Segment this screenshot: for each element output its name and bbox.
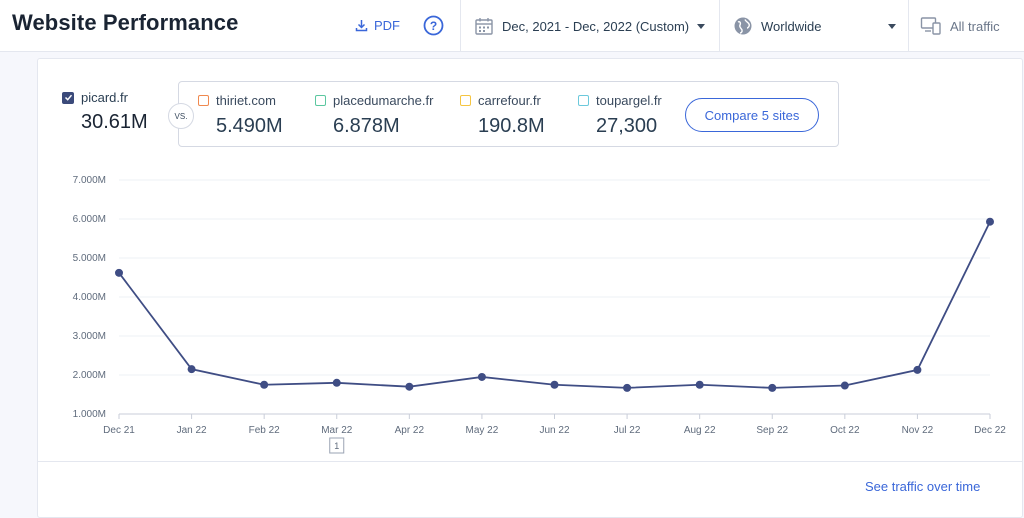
pdf-label: PDF	[374, 17, 400, 33]
x-tick-label: Jul 22	[614, 425, 641, 436]
y-tick-label: 4.000M	[73, 292, 106, 303]
x-tick-label: Oct 22	[830, 425, 860, 436]
competitor-value: 6.878M	[333, 115, 400, 137]
chevron-down-icon	[888, 23, 896, 29]
main-site-checkbox[interactable]	[62, 91, 74, 104]
series-line	[118, 221, 991, 389]
x-tick-label: Jun 22	[539, 425, 569, 436]
data-point	[332, 378, 341, 387]
y-tick-label: 5.000M	[73, 253, 106, 264]
data-point	[840, 381, 849, 390]
globe-icon	[734, 17, 752, 35]
y-tick-label: 3.000M	[73, 331, 106, 342]
annotation-marker	[329, 437, 345, 454]
x-tick-label: Nov 22	[902, 425, 934, 436]
svg-text:?: ?	[430, 19, 437, 33]
competitor-thiriet[interactable]: thiriet.com 5.490M	[198, 93, 283, 138]
divider	[460, 0, 461, 52]
traffic-chart: 1.000M 2.000M 3.000M 4.000M 5.000M 6.000M 7.00…	[0, 160, 1024, 460]
checkmark-icon	[64, 94, 72, 101]
data-point	[550, 380, 559, 389]
data-point	[260, 380, 269, 389]
annotation-label: 1	[334, 441, 339, 451]
data-point	[768, 383, 777, 392]
x-tick-label: May 22	[466, 425, 499, 436]
pdf-export-button[interactable]: PDF	[355, 14, 400, 36]
calendar-icon	[475, 18, 493, 35]
competitor-name: placedumarche.fr	[333, 93, 434, 108]
region-selector[interactable]: Worldwide	[733, 0, 896, 52]
data-point	[695, 380, 704, 389]
data-point	[913, 365, 922, 374]
main-site-name: picard.fr	[81, 90, 128, 105]
data-point	[986, 217, 994, 226]
competitor-checkbox[interactable]	[198, 95, 209, 106]
competitor-name: carrefour.fr	[478, 93, 541, 108]
date-range-selector[interactable]: Dec, 2021 - Dec, 2022 (Custom)	[474, 0, 706, 52]
competitor-value: 5.490M	[216, 115, 283, 137]
line-chart: 1.000M 2.000M 3.000M 4.000M 5.000M 6.000M 7.00…	[73, 175, 1006, 454]
help-icon[interactable]: ?	[423, 15, 444, 36]
competitor-carrefour[interactable]: carrefour.fr 190.8M	[460, 93, 545, 138]
y-tick-label: 6.000M	[73, 214, 106, 225]
data-point	[187, 365, 196, 374]
x-tick-label: Dec 22	[974, 425, 1006, 436]
download-icon	[355, 19, 368, 31]
y-tick-label: 7.000M	[73, 175, 106, 186]
main-site-value: 30.61M	[81, 111, 148, 133]
x-tick-label: Apr 22	[395, 425, 425, 436]
page-title: Website Performance	[12, 10, 239, 35]
devices-icon	[920, 17, 941, 35]
divider	[719, 0, 720, 52]
data-point	[115, 268, 123, 277]
chevron-down-icon	[697, 23, 706, 29]
competitor-checkbox[interactable]	[315, 95, 326, 106]
date-range-label: Dec, 2021 - Dec, 2022 (Custom)	[502, 18, 690, 34]
compare-sites-button[interactable]: Compare 5 sites	[685, 98, 819, 132]
left-gutter	[0, 52, 37, 512]
x-tick-label: Mar 22	[321, 425, 353, 436]
top-bar: Website Performance PDF ? Dec, 2021 - De…	[0, 0, 1024, 52]
data-point	[405, 382, 414, 391]
competitors-box: thiriet.com 5.490M placedumarche.fr 6.87…	[178, 81, 839, 147]
region-label: Worldwide	[761, 18, 822, 34]
vs-badge: VS.	[168, 103, 194, 129]
data-point	[623, 383, 632, 392]
main-site: picard.fr 30.61M	[62, 90, 148, 134]
competitor-placedumarche[interactable]: placedumarche.fr 6.878M	[315, 93, 433, 138]
competitor-name: thiriet.com	[216, 93, 276, 108]
competitor-checkbox[interactable]	[578, 95, 589, 106]
competitor-value: 27,300	[596, 115, 658, 137]
x-tick-label: Sep 22	[756, 425, 788, 436]
x-tick-label: Dec 21	[103, 425, 135, 436]
competitor-checkbox[interactable]	[460, 95, 471, 106]
y-tick-label: 1.000M	[73, 409, 106, 420]
competitor-name: toupargel.fr	[596, 93, 662, 108]
x-tick-label: Feb 22	[249, 425, 281, 436]
traffic-type-label: All traffic	[950, 18, 1000, 34]
x-tick-label: Aug 22	[684, 425, 716, 436]
x-tick-label: Jan 22	[177, 425, 207, 436]
competitor-toupargel[interactable]: toupargel.fr 27,300	[578, 93, 662, 138]
competitor-value: 190.8M	[478, 115, 545, 137]
card-footer-divider	[37, 461, 1023, 462]
traffic-type-selector[interactable]: All traffic	[920, 0, 1000, 52]
see-traffic-link[interactable]: See traffic over time	[865, 479, 981, 494]
divider	[908, 0, 909, 52]
y-tick-label: 2.000M	[73, 370, 106, 381]
data-point	[477, 372, 486, 381]
